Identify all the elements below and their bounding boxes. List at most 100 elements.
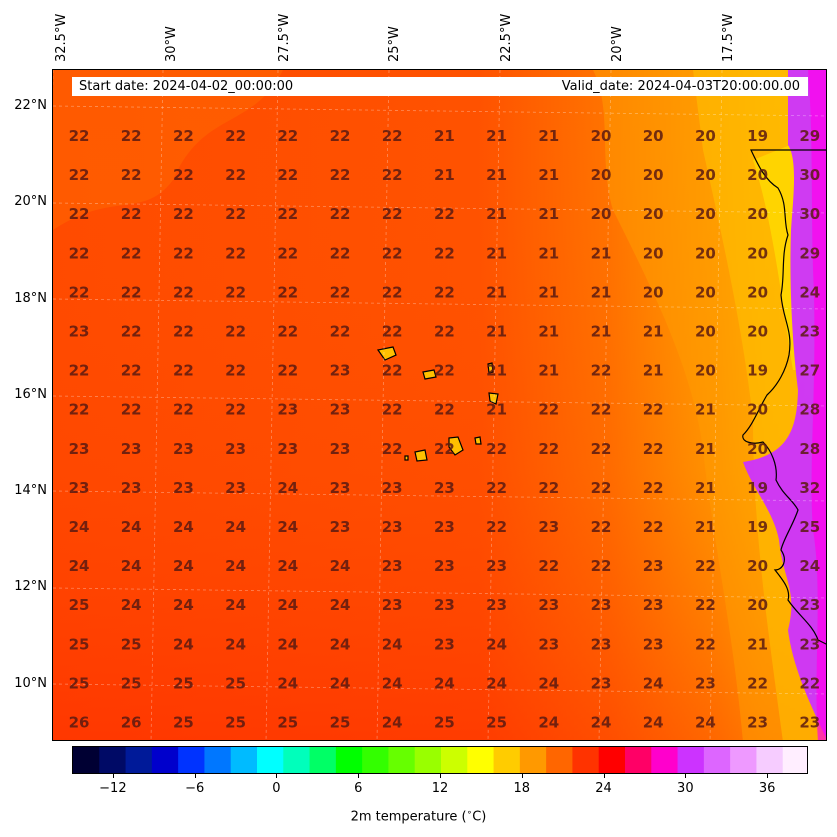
temperature-value: 22 <box>538 557 559 575</box>
temperature-value: 22 <box>486 440 507 458</box>
temperature-value: 23 <box>173 479 194 497</box>
temperature-value: 24 <box>382 714 403 732</box>
temperature-value: 22 <box>382 362 403 380</box>
temperature-value: 25 <box>277 714 298 732</box>
temperature-value: 24 <box>225 635 246 653</box>
colorbar-swatch <box>178 747 206 773</box>
map-panel: 22 22 22 22 22 22 22 21 21 21 20 20 20 19 29 22 22 22 22 22… <box>52 69 827 741</box>
temperature-value: 22 <box>591 440 612 458</box>
temperature-value: 22 <box>486 518 507 536</box>
temperature-value: 25 <box>225 674 246 692</box>
temperature-value: 20 <box>643 244 664 262</box>
temperature-value: 23 <box>799 596 820 614</box>
colorbar-swatch <box>125 747 153 773</box>
temperature-value: 23 <box>434 557 455 575</box>
lon-label-27-5w: 27.5°W <box>277 13 292 62</box>
valid-date-label: Valid_date: 2024-04-03T20:00:00.00 <box>561 79 800 94</box>
graticule-meridian <box>709 70 723 740</box>
temperature-value: 22 <box>69 205 90 223</box>
temperature-value: 23 <box>434 635 455 653</box>
colorbar-swatch <box>204 747 232 773</box>
temperature-value: 23 <box>434 479 455 497</box>
temperature-value: 20 <box>643 127 664 145</box>
temperature-value: 20 <box>643 205 664 223</box>
temperature-value: 21 <box>538 283 559 301</box>
temperature-value: 23 <box>799 323 820 341</box>
temperature-value: 24 <box>277 557 298 575</box>
map-info-box: Start date: 2024-04-02_00:00:00 Valid_da… <box>72 77 808 96</box>
temperature-value: 22 <box>225 127 246 145</box>
temperature-value: 23 <box>330 401 351 419</box>
temperature-value: 26 <box>69 714 90 732</box>
temperature-value: 22 <box>69 362 90 380</box>
temperature-value: 22 <box>225 244 246 262</box>
temperature-value: 20 <box>643 283 664 301</box>
colorbar-swatch <box>782 747 807 773</box>
temperature-value: 24 <box>225 596 246 614</box>
colorbar-swatch <box>493 747 521 773</box>
temperature-value: 28 <box>799 401 820 419</box>
temperature-value: 24 <box>382 635 403 653</box>
temperature-value: 22 <box>382 166 403 184</box>
temperature-value: 23 <box>277 440 298 458</box>
temperature-value: 24 <box>277 518 298 536</box>
temperature-value: 25 <box>121 674 142 692</box>
temperature-value: 22 <box>799 674 820 692</box>
temperature-value: 24 <box>434 674 455 692</box>
temperature-value: 22 <box>591 401 612 419</box>
temperature-value: 21 <box>486 401 507 419</box>
african-coastline <box>742 149 826 645</box>
temperature-value: 21 <box>538 166 559 184</box>
colorbar-tick-mark <box>685 774 687 778</box>
temperature-value: 23 <box>799 635 820 653</box>
temperature-value: 22 <box>434 283 455 301</box>
temperature-value: 23 <box>591 635 612 653</box>
colorbar-tick-mark <box>112 774 114 778</box>
colorbar-tick-label: −12 <box>99 781 127 796</box>
temperature-value: 22 <box>121 283 142 301</box>
temperature-value: 22 <box>382 244 403 262</box>
temperature-value: 24 <box>277 596 298 614</box>
temperature-value: 22 <box>643 518 664 536</box>
temperature-value: 23 <box>486 596 507 614</box>
temperature-value: 24 <box>799 557 820 575</box>
colorbar-swatch <box>598 747 626 773</box>
temperature-value: 23 <box>330 440 351 458</box>
temperature-value: 23 <box>747 714 768 732</box>
colorbar-swatch <box>99 747 127 773</box>
temperature-value: 22 <box>695 635 716 653</box>
temperature-value: 22 <box>486 479 507 497</box>
temperature-value: 21 <box>434 127 455 145</box>
colorbar-swatch <box>756 747 784 773</box>
colorbar-swatch <box>677 747 705 773</box>
temperature-value: 22 <box>382 440 403 458</box>
temperature-value: 29 <box>799 127 820 145</box>
temperature-value: 22 <box>330 205 351 223</box>
temperature-value: 22 <box>121 166 142 184</box>
colorbar-tick-label: 30 <box>677 781 694 796</box>
temperature-value: 23 <box>173 440 194 458</box>
colorbar-swatch <box>362 747 390 773</box>
colorbar-swatch <box>572 747 600 773</box>
temperature-value: 22 <box>225 205 246 223</box>
temperature-value: 20 <box>747 323 768 341</box>
temperature-value: 23 <box>486 557 507 575</box>
temperature-value: 24 <box>173 635 194 653</box>
colorbar-swatch <box>73 747 100 773</box>
temperature-value: 24 <box>277 674 298 692</box>
colorbar-swatch <box>519 747 547 773</box>
temperature-value: 23 <box>277 401 298 419</box>
colorbar-swatch <box>625 747 652 773</box>
temperature-value: 23 <box>382 518 403 536</box>
temperature-value: 22 <box>538 401 559 419</box>
temperature-value: 22 <box>121 127 142 145</box>
temperature-value: 23 <box>538 596 559 614</box>
temperature-value: 23 <box>538 635 559 653</box>
temperature-values: 22 22 22 22 22 22 22 21 21 21 20 20 20 19 29 22 22 22 22 22… <box>69 127 821 732</box>
temperature-value: 23 <box>225 479 246 497</box>
temperature-value: 25 <box>173 674 194 692</box>
temperature-value: 23 <box>382 557 403 575</box>
temperature-value: 23 <box>434 596 455 614</box>
colorbar-tick-label: 24 <box>595 781 612 796</box>
temperature-value: 22 <box>69 283 90 301</box>
